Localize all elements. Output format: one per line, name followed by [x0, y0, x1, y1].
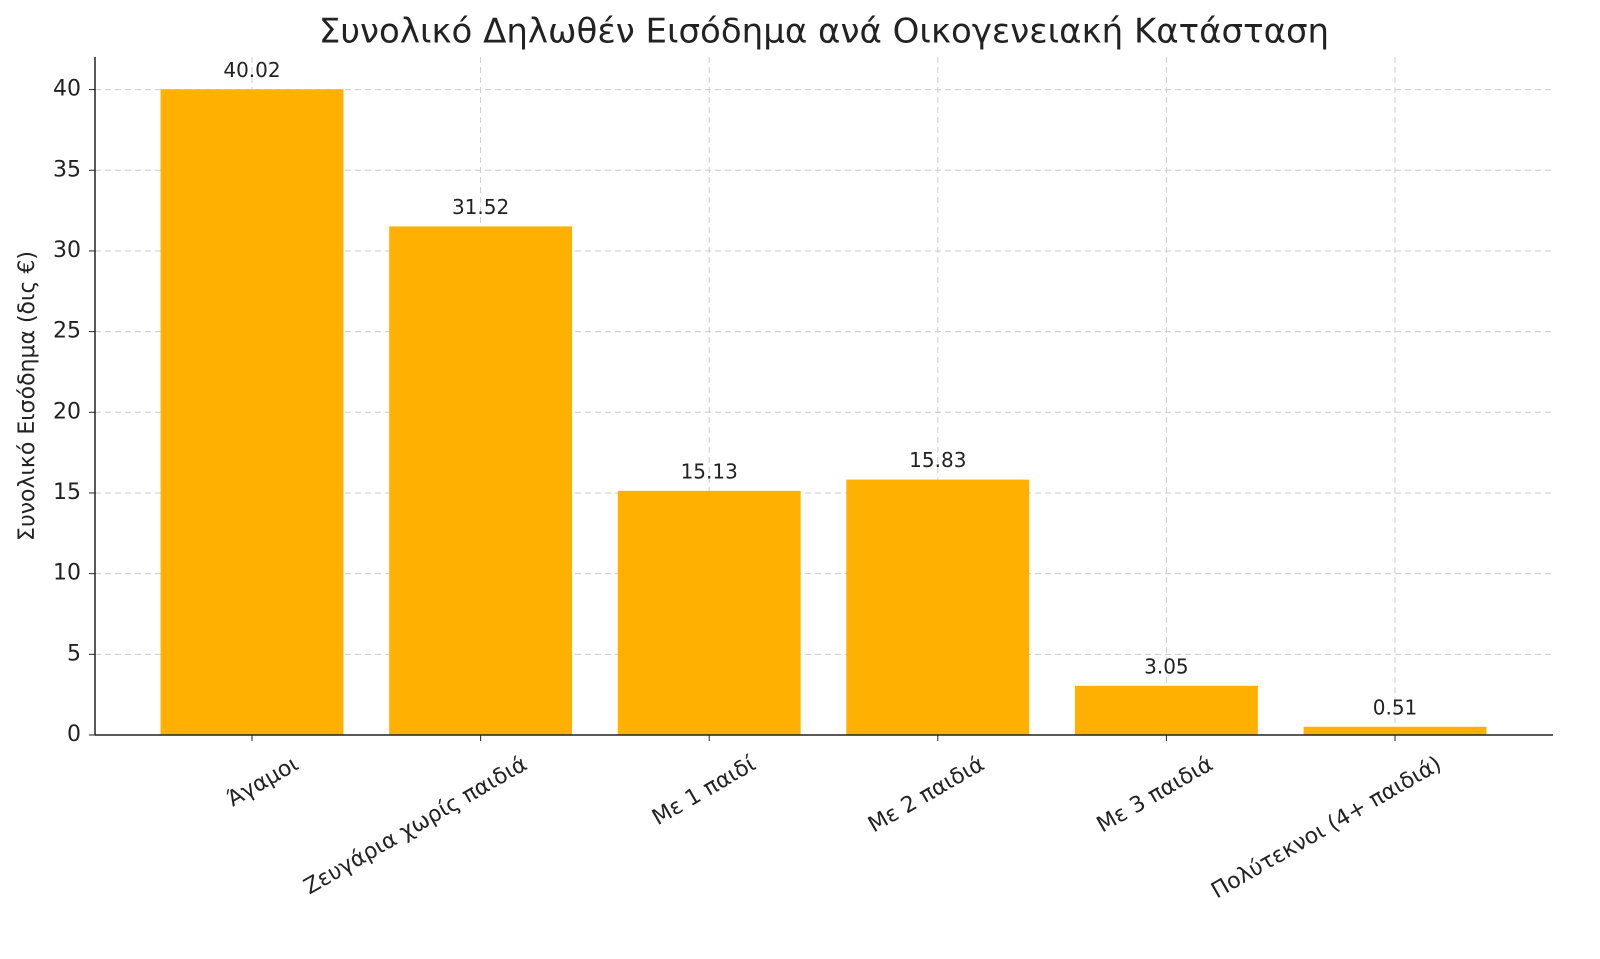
bar — [389, 226, 573, 736]
bar — [160, 89, 344, 736]
bar — [1303, 726, 1487, 735]
x-tick-label: Ζευγάρια χωρίς παιδιά — [300, 752, 532, 900]
y-tick-label: 30 — [53, 238, 81, 263]
value-label: 15.83 — [909, 448, 966, 472]
bar — [617, 490, 801, 735]
value-label: 15.13 — [681, 459, 738, 483]
y-tick-label: 20 — [53, 399, 81, 424]
value-label: 0.51 — [1373, 695, 1418, 719]
y-tick-label: 5 — [67, 641, 81, 666]
x-tick-label: Με 3 παιδιά — [1093, 752, 1218, 838]
y-tick-label: 10 — [53, 561, 81, 586]
value-label: 31.52 — [452, 195, 509, 219]
chart-title: Συνολικό Δηλωθέν Εισόδημα ανά Οικογενεια… — [319, 12, 1329, 52]
value-label: 3.05 — [1144, 654, 1189, 678]
x-tick-label: Με 2 παιδιά — [864, 752, 989, 838]
x-tick-label: Με 1 παιδί — [648, 751, 761, 830]
value-label: 40.02 — [223, 58, 280, 82]
y-axis-label: Συνολικό Εισόδημα (δις €) — [15, 251, 40, 541]
y-tick-label: 15 — [53, 480, 81, 505]
bar — [1074, 685, 1258, 735]
bar — [846, 479, 1030, 735]
x-tick-label: Άγαμοι — [223, 752, 303, 812]
y-tick-label: 35 — [53, 157, 81, 182]
y-tick-label: 40 — [53, 77, 81, 102]
y-tick-label: 25 — [53, 319, 81, 344]
x-tick-label: Πολύτεκνοι (4+ παιδιά) — [1207, 752, 1446, 904]
y-tick-label: 0 — [67, 722, 81, 747]
